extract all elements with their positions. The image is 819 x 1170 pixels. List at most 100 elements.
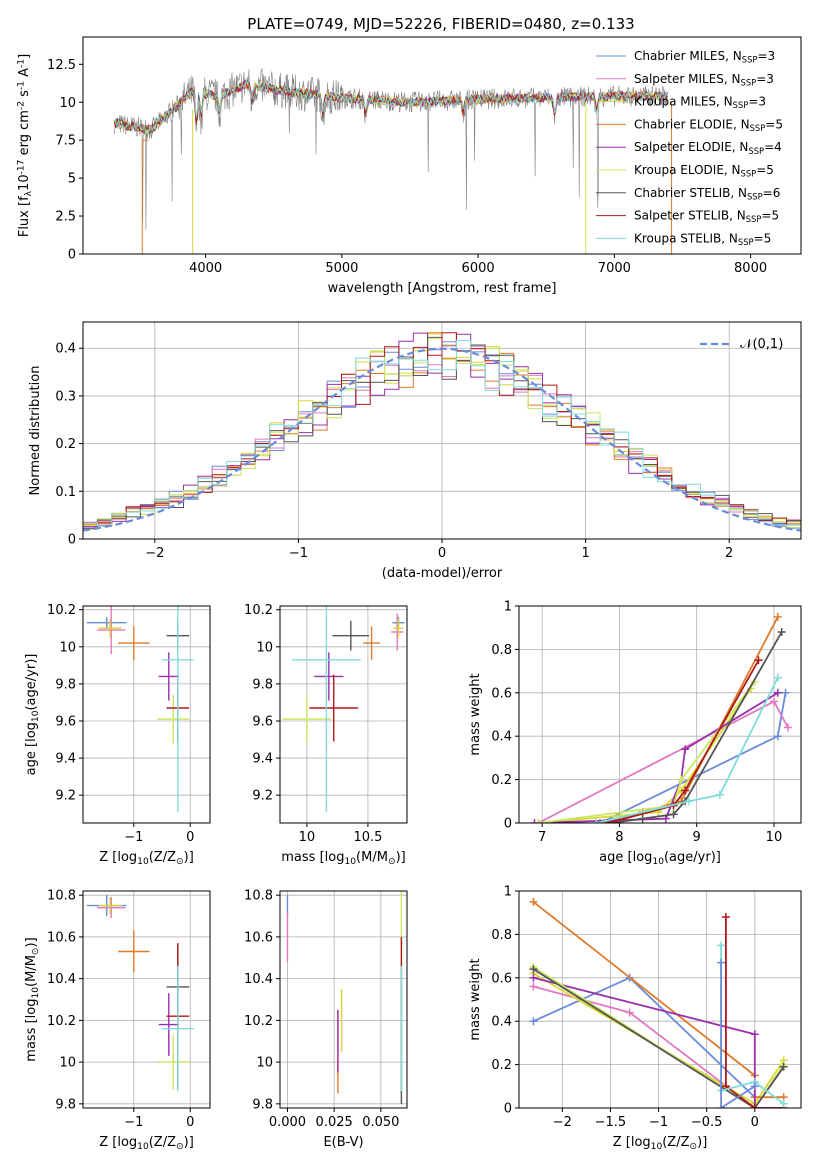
y-axis-label: mass [log10(M/M⊙)] [24, 937, 41, 1061]
mass-weight-line [607, 659, 760, 823]
x-axis-label: Z [log10(Z/Z⊙)] [613, 1135, 708, 1152]
axes-mass-weight-vs-metallicity: −2 −1.5 −1 −0.5 0 0 0.2 0.4 0.6 0.8 1 Z [log10(Z/Z⊙… [468, 885, 802, 1152]
x-tick-label: 10 [299, 830, 316, 845]
legend-entry: Kroupa STELIB, NSSP=5 [634, 231, 771, 247]
data-point-marker [681, 786, 690, 795]
plot-data-mass-weight-vs-metallicity [529, 897, 788, 1108]
y-tick-label: 10.4 [47, 972, 76, 987]
data-point-marker [773, 688, 782, 697]
axis-frame-age-vs-mass: 10 10.5 9.2 9.4 9.6 9.8 10 10.2 mass [log10(M/M⊙… [244, 603, 408, 867]
y-tick-label: 10 [256, 1056, 273, 1071]
x-tick-label: 0 [751, 1115, 759, 1130]
x-tick-label: 10 [766, 830, 783, 845]
y-tick-label: 0 [504, 1102, 512, 1117]
plot-data-mass-weight-vs-age [530, 612, 792, 823]
data-point-marker [783, 723, 792, 732]
data-point-marker [677, 775, 686, 784]
y-tick-label: 10.2 [244, 603, 273, 618]
y-tick-label: 10.4 [244, 972, 273, 987]
data-point-marker [779, 1062, 788, 1071]
mass-weight-line [538, 687, 752, 823]
y-tick-label: 7.5 [55, 134, 76, 149]
y-tick-label: 9.2 [252, 789, 273, 804]
mass-weight-line [534, 692, 779, 823]
x-tick-label: −1 [124, 1115, 143, 1130]
axis-frame-mass-weight-vs-metallicity: −2 −1.5 −1 −0.5 0 0 0.2 0.4 0.6 0.8 1 Z [log10(Z/Z⊙… [468, 885, 802, 1152]
axis-frame-mass-vs-extinction: 0.000 0.025 0.050 9.8 10 10.2 10.4 10.6 10.8 E(B-… [244, 889, 408, 1150]
legend-entry: Chabrier MILES, NSSP=3 [634, 49, 775, 65]
x-axis-label: Z [log10(Z/Z⊙)] [99, 1135, 194, 1152]
axes-mass-vs-extinction: 0.000 0.025 0.050 9.8 10 10.2 10.4 10.6 10.8 E(B-… [244, 889, 408, 1150]
data-point-marker [529, 973, 538, 982]
data-point-marker [750, 1104, 759, 1108]
x-tick-label: −1 [289, 546, 308, 561]
y-tick-label: 10.6 [244, 930, 273, 945]
data-point-marker [529, 982, 538, 991]
y-tick-label: 9.8 [55, 1097, 76, 1112]
legend-entry: 𝒩(0,1) [740, 337, 783, 352]
data-point-marker [721, 913, 730, 922]
data-point-marker [684, 797, 693, 806]
y-tick-label: 2.5 [55, 210, 76, 225]
y-tick-label: 0.8 [491, 643, 512, 658]
y-tick-label: 10 [59, 96, 76, 111]
x-tick-label: −1.5 [595, 1115, 627, 1130]
y-tick-label: 1 [504, 885, 512, 900]
y-tick-label: 0.2 [491, 773, 512, 788]
data-point-marker [592, 819, 601, 823]
x-tick-label: 0 [186, 1115, 194, 1130]
y-tick-label: 10.2 [244, 1014, 273, 1029]
data-point-marker [529, 1017, 538, 1026]
y-tick-label: 0.6 [491, 971, 512, 986]
x-tick-label: −1 [124, 830, 143, 845]
y-tick-label: 10 [59, 1056, 76, 1071]
mass-weight-line [720, 962, 756, 1108]
data-point-marker [717, 1104, 726, 1108]
axis-frame-mass-vs-metallicity: −1 0 9.8 10 10.2 10.4 10.6 10.8 Z [log10(Z/Z⊙)] m… [24, 889, 211, 1152]
x-tick-label: 7000 [598, 261, 631, 276]
y-tick-label: 1 [504, 600, 512, 615]
axis-frame-mass-weight-vs-age: 7 8 9 10 0 0.2 0.4 0.6 0.8 1 age [log10(age/yr)] ma… [468, 600, 802, 867]
y-tick-label: 12.5 [47, 58, 76, 73]
y-tick-label: 10.6 [47, 930, 76, 945]
axis-frame-residual-histogram: −2 −1 0 1 2 0 0.1 0.2 0.3 0.4 (data-model)/error No… [28, 321, 802, 581]
legend-entry: Kroupa MILES, NSSP=3 [634, 95, 766, 111]
x-tick-label: 8 [615, 830, 623, 845]
y-tick-label: 10 [256, 640, 273, 655]
mass-weight-line [537, 700, 789, 823]
y-tick-label: 0.8 [491, 928, 512, 943]
x-tick-label: 0.050 [362, 1115, 399, 1130]
y-tick-label: 0.1 [55, 485, 76, 500]
x-axis-label: E(B-V) [323, 1135, 363, 1150]
x-axis-label: wavelength [Angstrom, rest frame] [328, 281, 557, 296]
axes-frame [279, 890, 408, 1109]
x-tick-label: 8000 [734, 261, 767, 276]
y-tick-label: 9.4 [252, 752, 273, 767]
axes-frame [82, 36, 802, 255]
y-tick-label: 0 [68, 248, 76, 263]
y-tick-label: 0.2 [491, 1058, 512, 1073]
y-tick-label: 10.8 [244, 889, 273, 904]
plot-data-age-vs-metallicity [86, 606, 194, 812]
x-tick-label: 4000 [189, 261, 222, 276]
axes-frame [518, 605, 802, 824]
x-tick-label: 10.5 [353, 830, 382, 845]
y-tick-label: 5 [68, 172, 76, 187]
x-tick-label: −2 [145, 546, 164, 561]
gaussian-reference-line [83, 347, 801, 532]
plot-data-mass-vs-metallicity [86, 895, 194, 1092]
data-point-marker [529, 965, 538, 974]
y-axis-label: Flux [fλ10-17 erg cm-2 s-1 A-1] [16, 54, 33, 237]
y-tick-label: 0.4 [491, 1015, 512, 1030]
y-tick-label: 0.6 [491, 686, 512, 701]
data-point-marker [781, 688, 790, 697]
axes-frame [518, 890, 802, 1109]
y-axis-label: age [log10(age/yr)] [24, 654, 41, 776]
axes-frame [82, 890, 211, 1109]
axis-frame-age-vs-metallicity: −1 0 9.2 9.4 9.6 9.8 10 10.2 Z [log10(Z/Z⊙)] age … [24, 603, 211, 867]
y-tick-label: 0 [504, 817, 512, 832]
x-axis-label: mass [log10(M/M⊙)] [281, 850, 405, 867]
model-edge-drop [141, 139, 149, 254]
legend: Chabrier MILES, NSSP=3 Salpeter MILES, NS… [596, 49, 783, 247]
y-tick-label: 9.2 [55, 789, 76, 804]
